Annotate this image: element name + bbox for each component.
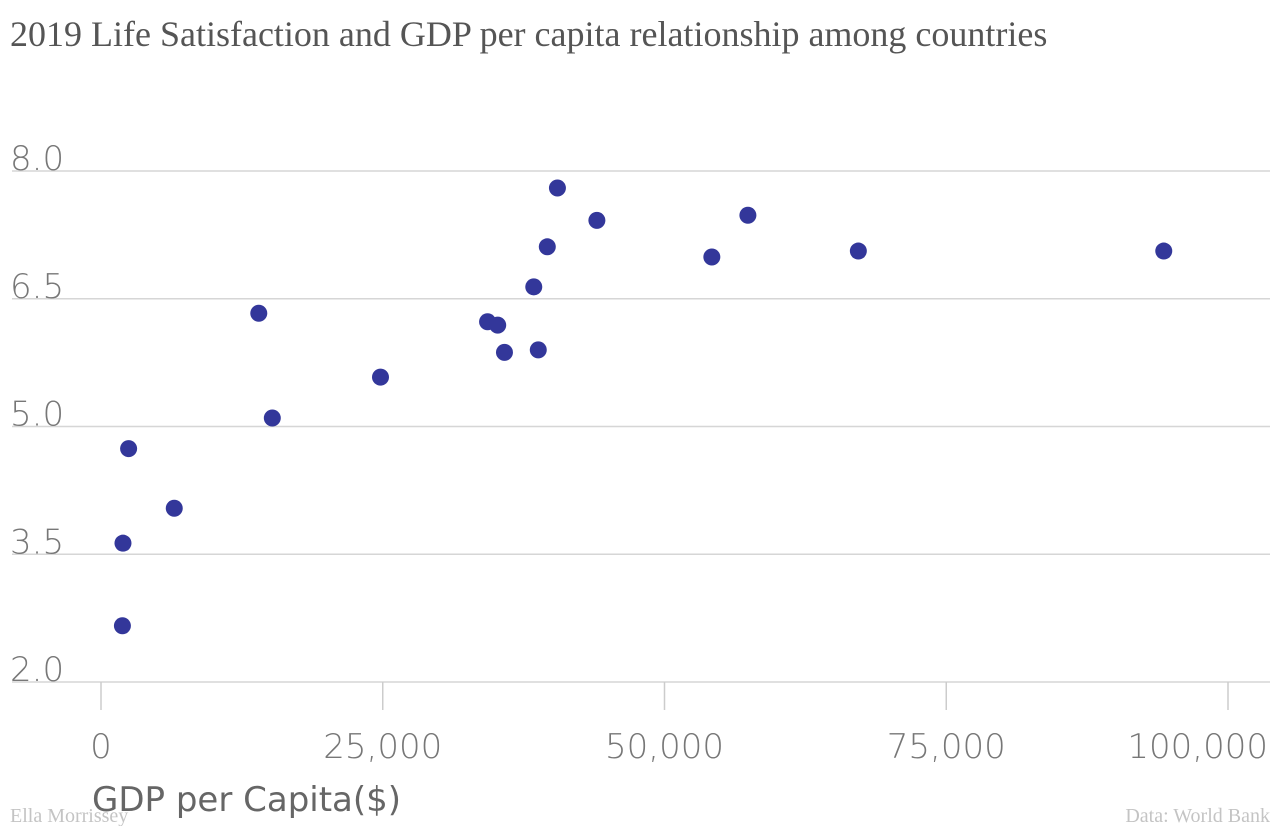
data-point: [165, 499, 183, 517]
data-point: [1155, 242, 1173, 260]
x-axis-tick-labels: 0 25,000 50,000 75,000 100,000: [90, 682, 1268, 767]
data-point: [113, 617, 131, 635]
data-point: [529, 341, 547, 359]
x-tick-label: 0: [90, 727, 112, 767]
y-tick-label: 8.0: [10, 139, 64, 179]
y-tick-label: 6.5: [10, 267, 64, 307]
x-tick-label: 50,000: [605, 727, 724, 767]
data-point: [250, 304, 268, 322]
x-axis-title: GDP per Capita($): [92, 780, 401, 820]
data-point: [538, 238, 556, 256]
y-axis-tick-labels: 2.0 3.5 5.0 6.5 8.0: [10, 139, 64, 690]
data-point: [703, 248, 721, 266]
data-point: [489, 316, 507, 334]
y-tick-label: 3.5: [10, 522, 64, 562]
y-tick-label: 5.0: [10, 395, 64, 435]
x-tick-label: 75,000: [887, 727, 1006, 767]
author-credit: Ella Morrissey: [10, 805, 128, 826]
data-point: [739, 206, 757, 224]
data-source: Data: World Bank: [1125, 805, 1270, 826]
scatter-points: [113, 179, 1173, 635]
data-point: [548, 179, 566, 197]
gridlines: [12, 170, 1270, 683]
x-tick-label: 100,000: [1127, 727, 1268, 767]
data-point: [588, 211, 606, 229]
data-point: [495, 343, 513, 361]
data-point: [120, 440, 138, 458]
x-tick-label: 25,000: [323, 727, 442, 767]
chart-title: 2019 Life Satisfaction and GDP per capit…: [10, 14, 1047, 54]
data-point: [525, 278, 543, 296]
data-point: [114, 534, 132, 552]
y-tick-label: 2.0: [10, 650, 64, 690]
data-point: [263, 409, 281, 427]
data-point: [371, 368, 389, 386]
data-point: [849, 242, 867, 260]
